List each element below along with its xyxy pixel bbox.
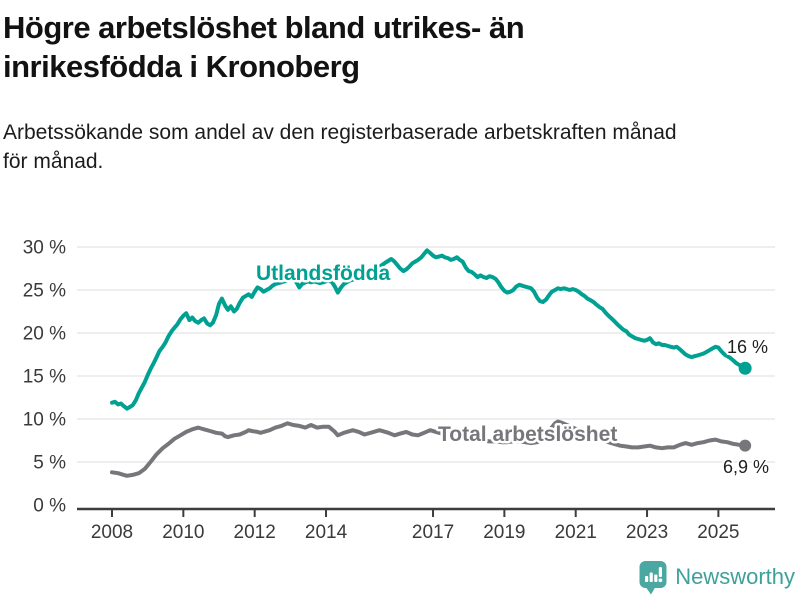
x-axis-tick-label: 2012 bbox=[234, 522, 276, 543]
newsworthy-logo[interactable]: Newsworthy bbox=[638, 559, 795, 595]
foreign-born-end-value: 16 % bbox=[727, 337, 768, 357]
x-axis-tick-label: 2025 bbox=[697, 522, 739, 543]
page-title: Högre arbetslöshet bland utrikes- än inri… bbox=[3, 8, 763, 86]
x-axis-tick-label: 2021 bbox=[555, 522, 597, 543]
y-axis-tick-label: 5 % bbox=[33, 453, 66, 474]
chart-subtitle: Arbetssökande som andel av den registerb… bbox=[3, 118, 793, 176]
newsworthy-logo-icon bbox=[639, 561, 667, 595]
y-axis-tick-label: 20 % bbox=[23, 324, 66, 345]
foreign-born-end-dot bbox=[738, 361, 752, 375]
y-axis-tick-label: 0 % bbox=[33, 496, 66, 517]
x-axis-tick-label: 2019 bbox=[483, 522, 525, 543]
total-end-value: 6,9 % bbox=[723, 457, 769, 477]
x-axis-tick-label: 2010 bbox=[162, 522, 204, 543]
y-axis-tick-label: 10 % bbox=[23, 410, 66, 431]
total-series-label: Total arbetslöshet bbox=[438, 423, 617, 446]
subtitle-line-2: för månad. bbox=[3, 150, 104, 173]
x-axis-tick-label: 2017 bbox=[412, 522, 454, 543]
y-axis-tick-label: 25 % bbox=[23, 281, 66, 302]
subtitle-line-1: Arbetssökande som andel av den registerb… bbox=[3, 121, 677, 144]
foreign-born-line bbox=[110, 248, 748, 411]
y-axis-tick-label: 30 % bbox=[23, 238, 66, 259]
newsworthy-logo-text: Newsworthy bbox=[675, 564, 795, 589]
foreign-born-series-label: Utlandsfödda bbox=[256, 262, 390, 285]
total-end-dot bbox=[739, 439, 752, 452]
x-axis-tick-label: 2008 bbox=[91, 522, 133, 543]
total-unemployment-line bbox=[110, 419, 748, 478]
x-axis-tick-label: 2023 bbox=[626, 522, 668, 543]
title-line-1: Högre arbetslöshet bland utrikes- än bbox=[3, 10, 525, 45]
y-axis-tick-label: 15 % bbox=[23, 367, 66, 388]
x-axis-tick-label: 2014 bbox=[305, 522, 348, 543]
title-line-2: inrikesfödda i Kronoberg bbox=[3, 49, 360, 84]
